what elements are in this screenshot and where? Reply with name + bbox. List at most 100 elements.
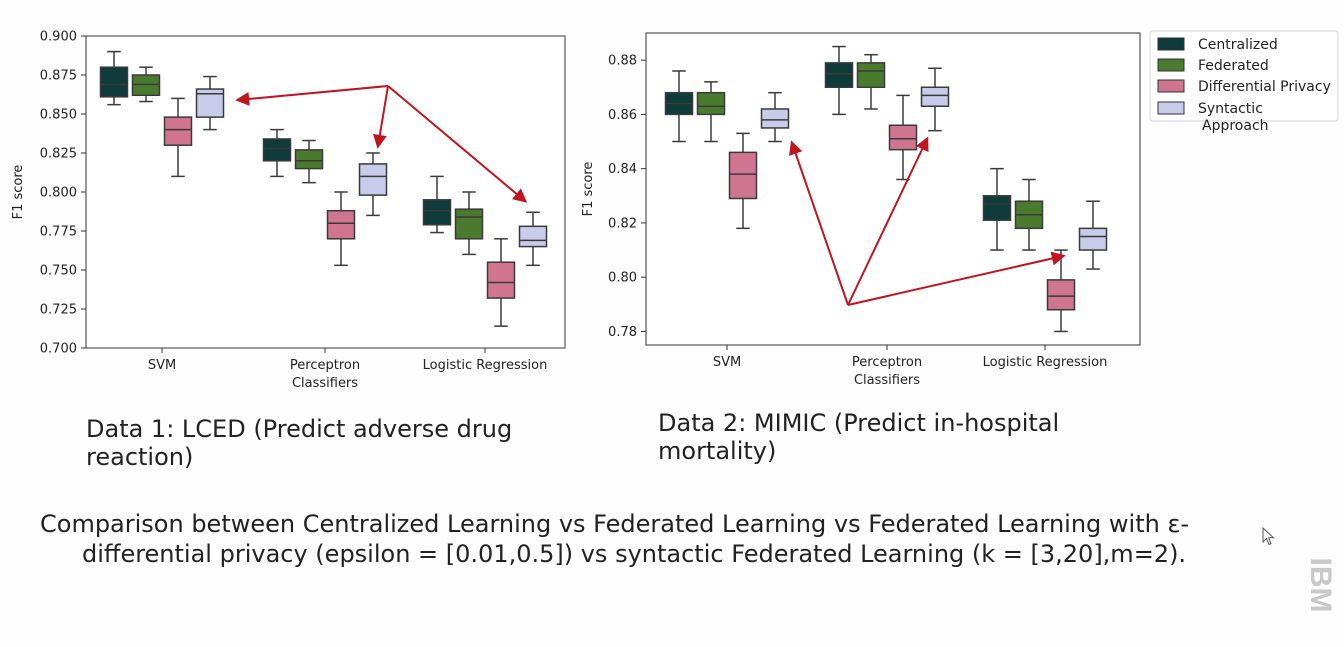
footer-line-2: differential privacy (epsilon = [0.01,0.…: [82, 540, 1187, 568]
box-iqr: [486, 261, 516, 299]
y-tick-label: 0.775: [40, 225, 77, 240]
y-tick-label: 0.850: [40, 108, 77, 123]
chart2-caption: Data 2: MIMIC (Predict in-hospital morta…: [658, 409, 1060, 465]
box-iqr: [1046, 279, 1076, 311]
annotation-arrows: [235, 85, 1066, 306]
legend-swatch: [1157, 58, 1185, 72]
y-tick-label: 0.88: [608, 54, 637, 69]
x-tick-label: Classifiers: [292, 376, 358, 391]
x-tick-label: Classifiers: [854, 373, 920, 388]
box-syntactic-approach: [1078, 200, 1108, 270]
y-tick-label: 0.86: [608, 108, 637, 123]
box-syntactic-approach: [760, 91, 790, 143]
box-federated: [294, 139, 324, 184]
x-tick-label: SVM: [713, 355, 741, 370]
box-iqr: [326, 209, 356, 240]
box-iqr: [888, 124, 918, 151]
y-tick-label: 0.78: [608, 325, 637, 340]
legend-swatch: [1157, 101, 1185, 115]
legend-swatch: [1157, 37, 1185, 51]
ibm-logo: IBM: [1304, 558, 1336, 613]
legend-frame: [1149, 30, 1339, 122]
legend-swatch: [1157, 79, 1185, 93]
box-differential-privacy: [888, 94, 918, 181]
legend-label: Syntactic: [1198, 101, 1263, 117]
y-tick-label: 0.725: [40, 303, 77, 318]
x-tick-label: Perceptron: [290, 358, 360, 373]
y-tick-label: 0.84: [608, 162, 637, 177]
box-centralized: [824, 45, 854, 116]
box-iqr: [1078, 227, 1108, 251]
arrow-to-svm-syntactic: [235, 85, 389, 106]
box-iqr: [696, 91, 726, 116]
box-centralized: [982, 167, 1012, 251]
chart1-caption: Data 1: LCED (Predict adverse drug react…: [86, 415, 513, 471]
box-differential-privacy: [326, 191, 356, 267]
box-syntactic-approach: [358, 152, 388, 217]
y-tick-label: 0.875: [40, 69, 77, 84]
box-iqr: [262, 138, 292, 162]
box-federated: [696, 81, 726, 143]
box-syntactic-approach: [195, 75, 225, 131]
box-syntactic-approach: [920, 67, 950, 132]
box-syntactic-approach: [518, 211, 548, 267]
y-tick-label: 0.700: [40, 342, 77, 357]
box-iqr: [422, 199, 452, 226]
box-differential-privacy: [486, 238, 516, 327]
box-differential-privacy: [1046, 249, 1076, 333]
x-tick-label: Perceptron: [852, 355, 922, 370]
box-federated: [1014, 178, 1044, 251]
ibm-logo-text: IBM: [1304, 558, 1336, 613]
y-tick-label: 0.900: [40, 30, 77, 45]
box-centralized: [99, 50, 129, 106]
footer-line-1: Comparison between Centralized Learning …: [40, 510, 1190, 538]
arrow-to-logreg-syntactic: [387, 85, 528, 203]
box-iqr: [856, 62, 886, 89]
box-iqr: [99, 66, 129, 98]
box-federated: [131, 66, 161, 103]
box-iqr: [982, 195, 1012, 221]
y-tick-label: 0.825: [40, 147, 77, 162]
chart-lced: 0.700 0.725 0.750 0.775 0.800 0.825 0.850 0.875…: [11, 30, 566, 391]
legend-label: Centralized: [1198, 37, 1278, 53]
box-iqr: [358, 163, 388, 196]
box-federated: [454, 191, 484, 256]
arrow-to-perceptron-syntactic-2: [847, 136, 929, 306]
arrow-to-perceptron-syntactic: [372, 85, 389, 149]
box-iqr: [920, 86, 950, 108]
y-axis-label: F1 score: [11, 165, 26, 220]
x-tick-label: Logistic Regression: [423, 358, 548, 373]
plot-frame: [85, 35, 566, 349]
arrow-to-svm-syntactic-2: [789, 140, 849, 306]
box-differential-privacy: [163, 97, 193, 178]
legend-label: Differential Privacy: [1198, 79, 1331, 95]
y-tick-label: 0.800: [40, 186, 77, 201]
y-tick-label: 0.82: [608, 216, 637, 231]
box-iqr: [131, 74, 161, 97]
box-iqr: [518, 225, 548, 248]
y-tick-label: 0.80: [608, 271, 637, 286]
comparison-footer: Comparison between Centralized Learning …: [40, 509, 1260, 569]
arrow-to-logreg-syntactic-2: [847, 251, 1066, 306]
box-iqr: [294, 149, 324, 170]
x-tick-label: Logistic Regression: [983, 355, 1108, 370]
x-tick-label: SVM: [148, 358, 176, 373]
box-iqr: [728, 151, 758, 200]
box-federated: [856, 53, 886, 110]
box-centralized: [262, 128, 292, 178]
box-differential-privacy: [728, 132, 758, 230]
box-centralized: [422, 175, 452, 234]
box-iqr: [163, 116, 193, 146]
box-iqr: [760, 108, 790, 129]
mouse-cursor-icon: [1262, 527, 1275, 546]
y-axis-label: F1 score: [581, 162, 596, 217]
box-iqr: [824, 62, 854, 89]
y-tick-label: 0.750: [40, 264, 77, 279]
legend: Centralized Federated Differential Privacy…: [1149, 30, 1339, 134]
box-iqr: [454, 208, 484, 240]
chart-mimic: 0.78 0.80 0.82 0.84 0.86 0.88 F1 score SVM Perce…: [581, 32, 1141, 388]
legend-label-line2: Approach: [1202, 118, 1269, 134]
box-centralized: [664, 70, 694, 143]
legend-label: Federated: [1198, 58, 1269, 74]
